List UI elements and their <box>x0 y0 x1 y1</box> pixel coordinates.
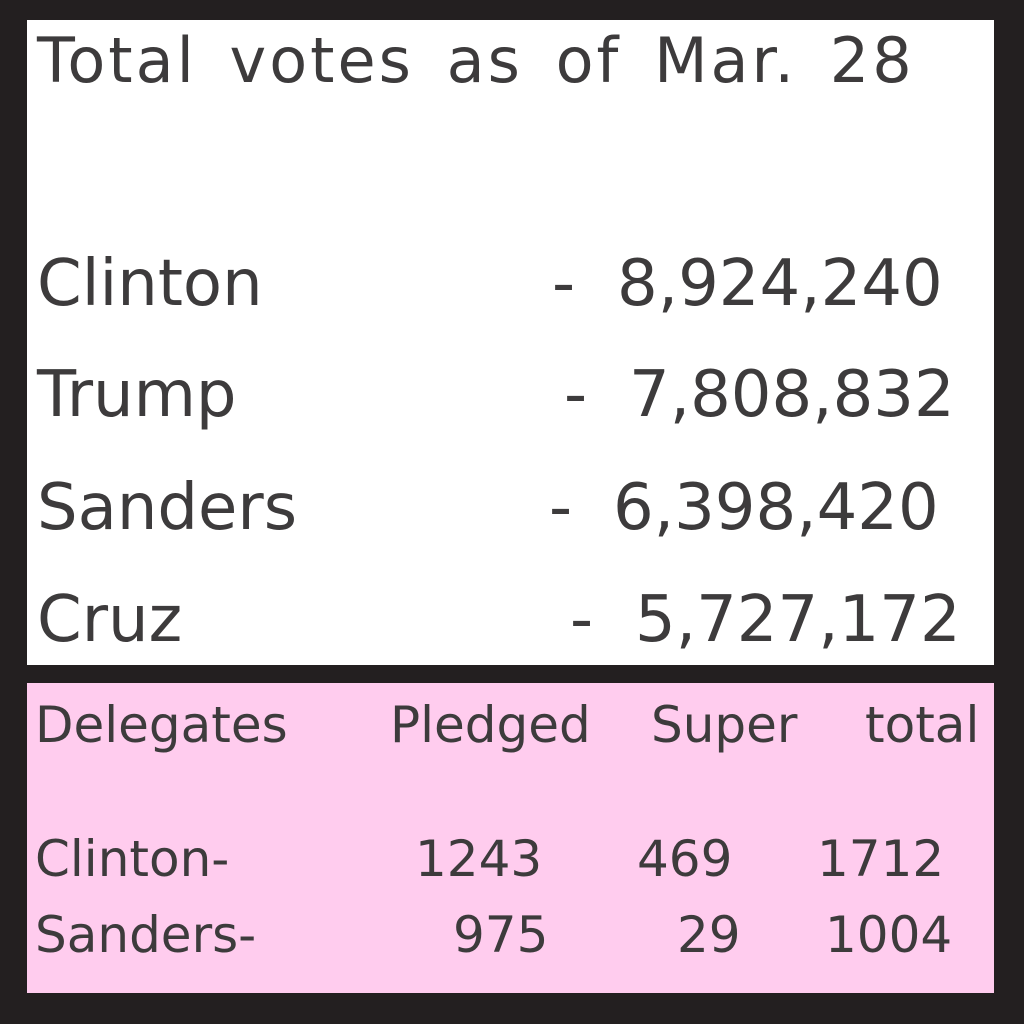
vote-row-sanders: Sanders - 6,398,420 <box>27 468 994 548</box>
delegates-header: Delegates <box>35 696 288 754</box>
vote-row-trump: Trump - 7,808,832 <box>27 355 994 435</box>
super-value: 29 <box>677 906 741 964</box>
vote-dash: - <box>552 247 576 321</box>
candidate-name: Cruz <box>37 583 183 657</box>
vote-row-cruz: Cruz - 5,727,172 <box>27 580 994 660</box>
vote-dash: - <box>549 471 573 545</box>
pledged-header: Pledged <box>390 696 591 754</box>
delegate-name-clinton: Clinton- <box>35 830 230 888</box>
candidate-name: Trump <box>37 358 237 432</box>
votes-title: Total votes as of Mar. 28 <box>37 24 915 97</box>
vote-count: 5,727,172 <box>635 583 961 657</box>
vote-count: 7,808,832 <box>629 358 955 432</box>
candidate-name: Clinton <box>37 247 263 321</box>
vote-count: 8,924,240 <box>617 247 943 321</box>
vote-dash: - <box>570 583 594 657</box>
vote-row-clinton: Clinton - 8,924,240 <box>27 244 994 324</box>
total-value: 1004 <box>825 906 953 964</box>
vote-dash: - <box>564 358 588 432</box>
total-votes-panel: Total votes as of Mar. 28 Clinton - 8,92… <box>27 20 994 665</box>
total-header: total <box>865 696 980 754</box>
pledged-value: 1243 <box>415 830 543 888</box>
super-value: 469 <box>637 830 733 888</box>
vote-count: 6,398,420 <box>613 471 939 545</box>
pledged-value: 975 <box>453 906 549 964</box>
total-value: 1712 <box>817 830 945 888</box>
candidate-name: Sanders <box>37 471 298 545</box>
super-header: Super <box>651 696 798 754</box>
delegates-panel: Delegates Pledged Super total Clinton- 1… <box>27 683 994 993</box>
delegate-name-sanders: Sanders- <box>35 906 257 964</box>
